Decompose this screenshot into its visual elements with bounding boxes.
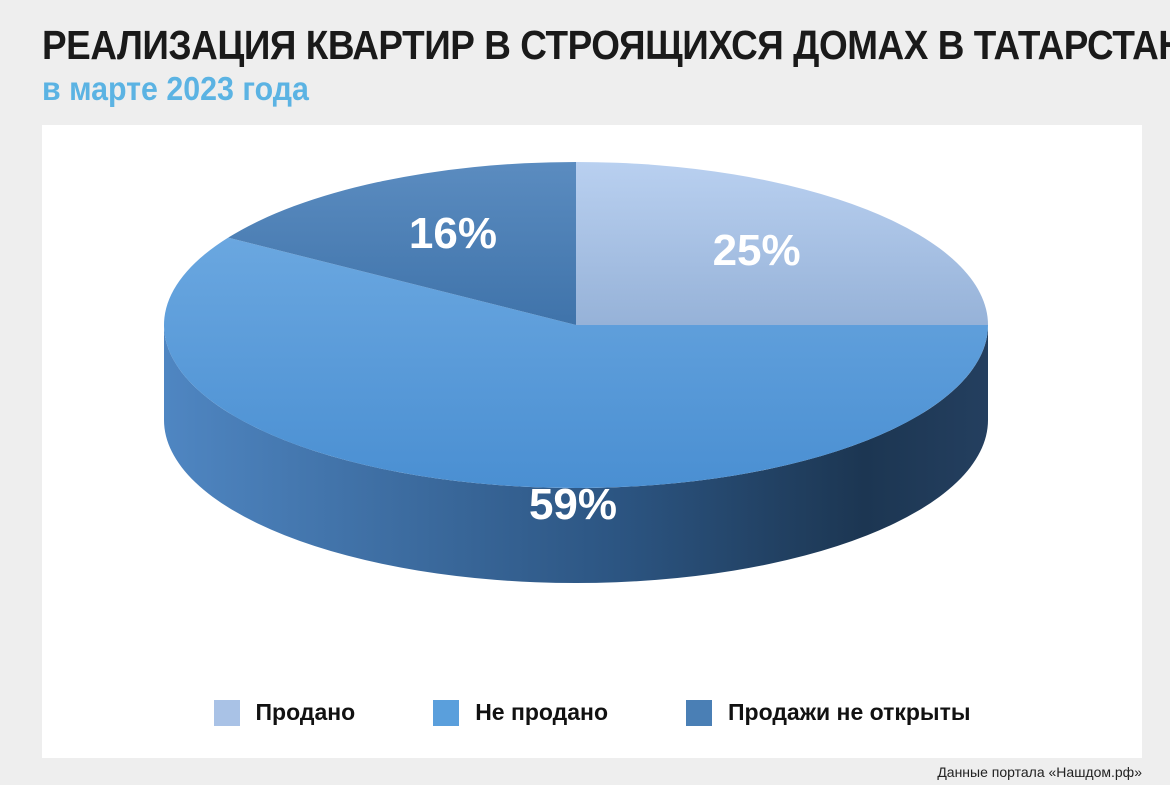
chart-subtitle: в марте 2023 года: [42, 70, 309, 107]
chart-title: РЕАЛИЗАЦИЯ КВАРТИР В СТРОЯЩИХСЯ ДОМАХ В …: [42, 22, 1170, 68]
slice-not-opened: [228, 162, 576, 325]
slice-sold: [576, 162, 988, 325]
label-not-opened: 16%: [409, 209, 497, 258]
pie-side-wall: [164, 325, 988, 583]
legend-swatch-not-sold: [433, 699, 460, 726]
legend-label-sold: Продано: [255, 699, 356, 725]
legend-swatch-sold: [213, 699, 240, 726]
label-sold: 25%: [713, 226, 801, 275]
legend-item-sold: Продано: [213, 699, 356, 726]
legend-item-not-opened: Продажи не открыты: [686, 699, 970, 726]
legend-swatch-not-opened: [686, 699, 712, 726]
legend: Продано Не продано Продажи не открыты: [42, 699, 1142, 726]
legend-item-not-sold: Не продано: [433, 699, 608, 726]
pie-chart: 25% 59% 16%: [164, 162, 989, 583]
label-not-sold: 59%: [529, 480, 617, 529]
chart-panel: 25% 59% 16% Продано Не продано Продажи не …: [42, 125, 1142, 758]
legend-label-not-opened: Продажи не открыты: [728, 699, 971, 725]
source-note: Данные портала «Нашдом.рф»: [937, 764, 1142, 780]
slice-not-sold: [164, 237, 989, 488]
legend-label-not-sold: Не продано: [475, 699, 608, 725]
